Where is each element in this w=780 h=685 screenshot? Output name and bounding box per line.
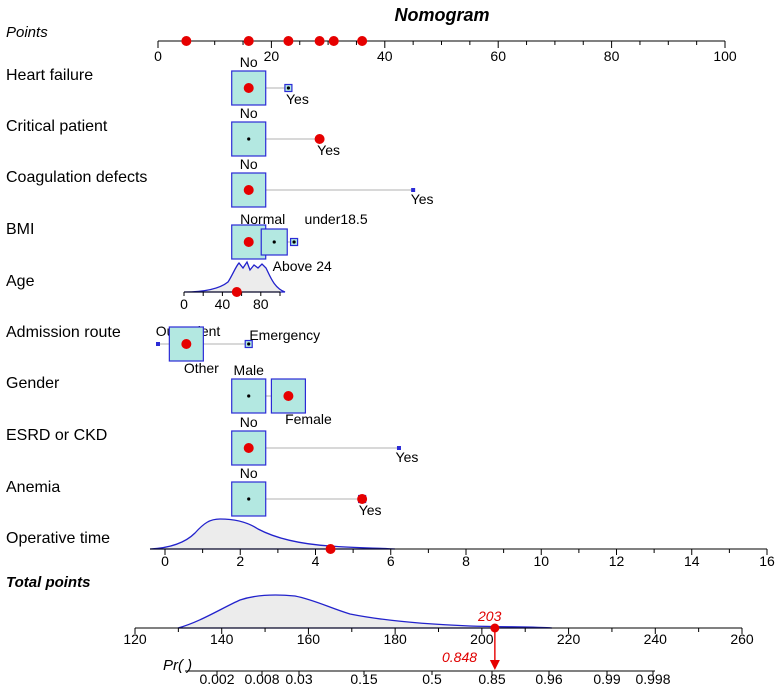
coagulation-defects-no-label: No — [240, 156, 258, 172]
coagulation-defects-yes-label: Yes — [411, 191, 434, 207]
operative-time-tick-label: 14 — [684, 553, 700, 569]
esrd-or-ckd-no-label: No — [240, 414, 258, 430]
probability-tick-label: 0.002 — [199, 671, 234, 685]
points-tick-label: 0 — [154, 48, 162, 64]
total-points-tick-label: 120 — [123, 631, 147, 647]
critical-patient-no-dot — [247, 137, 251, 141]
critical-patient-yes-selected-marker — [314, 134, 325, 144]
var-label-admission-route: Admission route — [6, 324, 121, 341]
var-label-coagulation-defects: Coagulation defects — [6, 169, 147, 186]
age-density-curve — [183, 260, 286, 293]
probability-arrow-head — [489, 660, 500, 670]
var-label-esrd-or-ckd: ESRD or CKD — [6, 427, 107, 444]
operative-time-tick-label: 12 — [609, 553, 625, 569]
var-label-age: Age — [6, 273, 35, 290]
points-tick-label: 60 — [490, 48, 506, 64]
total-points-tick-label: 180 — [383, 631, 407, 647]
esrd-or-ckd-yes-box — [396, 446, 401, 450]
probability-tick-label: 0.96 — [535, 671, 562, 685]
gender-female-selected-marker — [283, 391, 294, 401]
operative-time-tick-label: 8 — [462, 553, 470, 569]
probability-tick-label: 0.85 — [478, 671, 505, 685]
age-tick-label: 80 — [253, 296, 269, 312]
points-tick-label: 80 — [604, 48, 620, 64]
anemia-no-dot — [247, 497, 251, 501]
total-points-value-label: 203 — [477, 608, 502, 624]
var-label-bmi: BMI — [6, 221, 34, 238]
points-tick-label: 40 — [377, 48, 393, 64]
admission-route-emergency-dot — [247, 342, 251, 346]
esrd-or-ckd-no-selected-marker — [243, 443, 254, 453]
bmi-normal-label: Normal — [240, 211, 285, 227]
points-marker — [357, 36, 368, 46]
heart-failure-no-selected-marker — [243, 83, 254, 93]
points-marker — [283, 36, 294, 46]
admission-route-other-label: Other — [184, 360, 219, 376]
bmi-above-24-label: Above 24 — [273, 258, 332, 274]
total-points-label: Total points — [6, 574, 90, 591]
var-label-gender: Gender — [6, 375, 60, 392]
operative-time-tick-label: 4 — [312, 553, 320, 569]
total-points-tick-label: 160 — [297, 631, 321, 647]
var-label-heart-failure: Heart failure — [6, 67, 93, 84]
operative-time-tick-label: 10 — [533, 553, 549, 569]
gender-male-dot — [247, 394, 251, 398]
var-label-critical-patient: Critical patient — [6, 118, 108, 135]
probability-tick-label: 0.5 — [422, 671, 442, 685]
total-points-tick-label: 240 — [644, 631, 668, 647]
admission-route-outpatient-box — [156, 342, 160, 346]
critical-patient-no-label: No — [240, 105, 258, 121]
points-marker — [328, 36, 339, 46]
coagulation-defects-yes-box — [411, 188, 416, 192]
anemia-yes-label: Yes — [359, 502, 382, 518]
critical-patient-yes-label: Yes — [317, 142, 340, 158]
coagulation-defects-no-selected-marker — [243, 185, 254, 195]
esrd-or-ckd-no-box — [231, 430, 267, 466]
heart-failure-yes-label: Yes — [286, 91, 309, 107]
bmi-above-24-dot — [272, 240, 276, 244]
total-points-tick-label: 220 — [557, 631, 581, 647]
points-marker — [243, 36, 254, 46]
operative-time-tick-label: 0 — [161, 553, 169, 569]
probability-tick-label: 0.03 — [285, 671, 312, 685]
heart-failure-yes-dot — [286, 86, 291, 90]
heart-failure-no-label: No — [240, 54, 258, 70]
gender-female-label: Female — [285, 411, 332, 427]
operative-time-marker — [325, 544, 336, 554]
probability-tick-label: 0.008 — [244, 671, 279, 685]
age-marker — [231, 287, 242, 297]
admission-route-other-selected-marker — [181, 339, 192, 349]
probability-value-label: 0.848 — [442, 649, 477, 665]
probability-label: Pr( ) — [163, 657, 192, 674]
esrd-or-ckd-yes-label: Yes — [396, 449, 419, 465]
age-tick-label: 40 — [215, 296, 231, 312]
operative-time-density-curve — [149, 518, 396, 550]
operative-time-tick-label: 16 — [759, 553, 775, 569]
points-tick-label: 20 — [264, 48, 280, 64]
var-label-operative-time: Operative time — [6, 530, 110, 547]
points-tick-label: 100 — [713, 48, 737, 64]
total-points-tick-label: 140 — [210, 631, 234, 647]
chart-title: Nomogram — [394, 5, 489, 25]
operative-time-tick-label: 2 — [236, 553, 244, 569]
bmi-under18-5-dot — [292, 240, 296, 244]
anemia-no-label: No — [240, 465, 258, 481]
probability-tick-label: 0.15 — [350, 671, 377, 685]
bmi-under18-5-label: under18.5 — [305, 211, 368, 227]
bmi-normal-selected-marker — [243, 237, 254, 247]
age-tick-label: 0 — [180, 296, 188, 312]
operative-time-tick-label: 6 — [387, 553, 395, 569]
probability-tick-label: 0.99 — [593, 671, 620, 685]
points-axis-label: Points — [6, 24, 48, 41]
gender-male-label: Male — [234, 362, 265, 378]
var-label-anemia: Anemia — [6, 479, 60, 496]
points-marker — [314, 36, 325, 46]
points-marker — [181, 36, 192, 46]
total-points-tick-label: 260 — [730, 631, 754, 647]
admission-route-emergency-label: Emergency — [249, 327, 320, 343]
anemia-yes-selected-marker — [357, 494, 368, 504]
total-points-tick-label: 200 — [470, 631, 494, 647]
probability-tick-label: 0.998 — [635, 671, 670, 685]
